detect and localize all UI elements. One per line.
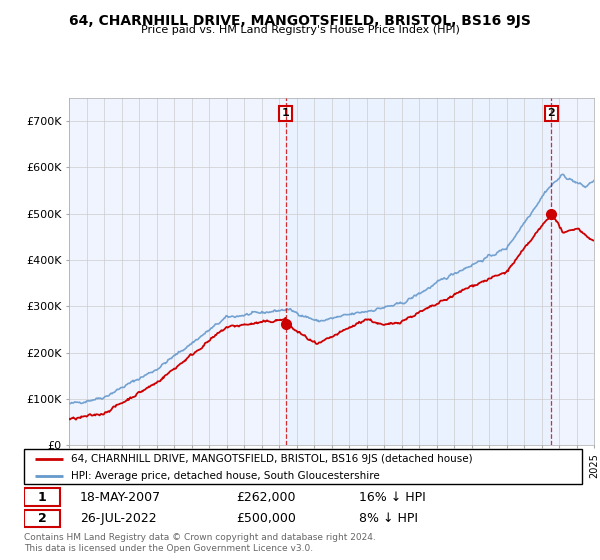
Text: 8% ↓ HPI: 8% ↓ HPI bbox=[359, 512, 418, 525]
FancyBboxPatch shape bbox=[24, 488, 60, 506]
Text: 16% ↓ HPI: 16% ↓ HPI bbox=[359, 491, 425, 504]
Text: £262,000: £262,000 bbox=[236, 491, 296, 504]
Text: 18-MAY-2007: 18-MAY-2007 bbox=[80, 491, 161, 504]
Text: Contains HM Land Registry data © Crown copyright and database right 2024.
This d: Contains HM Land Registry data © Crown c… bbox=[24, 533, 376, 553]
Text: 26-JUL-2022: 26-JUL-2022 bbox=[80, 512, 157, 525]
Text: Price paid vs. HM Land Registry's House Price Index (HPI): Price paid vs. HM Land Registry's House … bbox=[140, 25, 460, 35]
Text: £500,000: £500,000 bbox=[236, 512, 296, 525]
Text: HPI: Average price, detached house, South Gloucestershire: HPI: Average price, detached house, Sout… bbox=[71, 470, 380, 480]
Text: 2: 2 bbox=[38, 512, 47, 525]
Text: 1: 1 bbox=[38, 491, 47, 504]
Text: 2: 2 bbox=[548, 109, 556, 118]
Text: 64, CHARNHILL DRIVE, MANGOTSFIELD, BRISTOL, BS16 9JS: 64, CHARNHILL DRIVE, MANGOTSFIELD, BRIST… bbox=[69, 14, 531, 28]
FancyBboxPatch shape bbox=[24, 510, 60, 528]
Text: 1: 1 bbox=[282, 109, 290, 118]
Bar bbox=[286, 98, 551, 445]
Text: 64, CHARNHILL DRIVE, MANGOTSFIELD, BRISTOL, BS16 9JS (detached house): 64, CHARNHILL DRIVE, MANGOTSFIELD, BRIST… bbox=[71, 454, 473, 464]
